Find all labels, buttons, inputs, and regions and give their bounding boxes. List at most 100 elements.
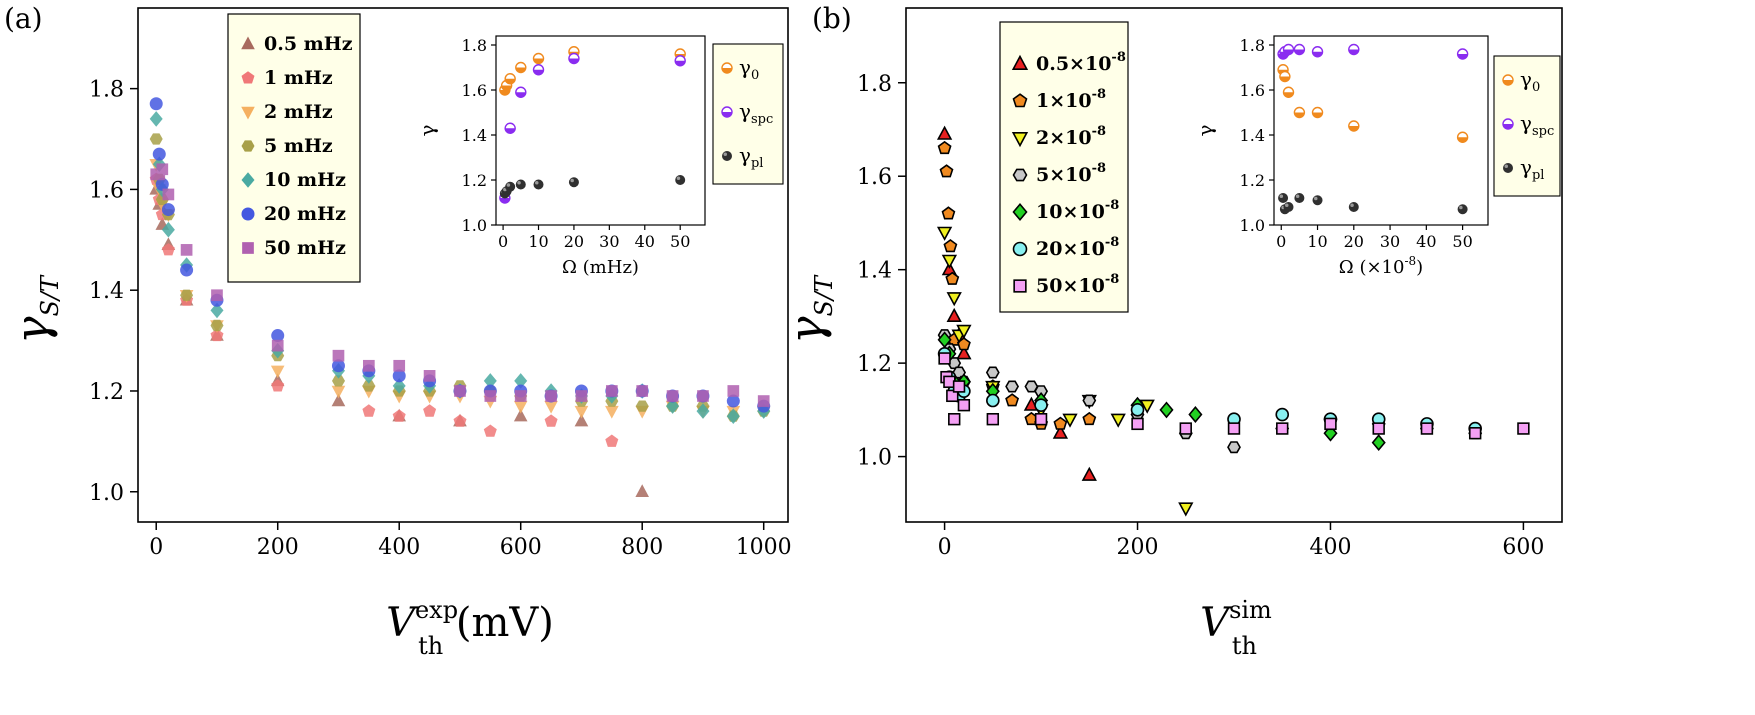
inset-data-point-fill bbox=[568, 58, 579, 64]
inset-data-point bbox=[674, 55, 686, 67]
inset-data-point bbox=[1293, 43, 1306, 56]
inset-data-point-fill bbox=[1312, 112, 1323, 118]
inset-data-point-shine bbox=[676, 176, 681, 180]
inset-y-tick-label: 1.6 bbox=[462, 81, 487, 100]
inset-data-point bbox=[675, 175, 686, 185]
inset-data-point-fill bbox=[1279, 76, 1290, 82]
inset-data-point bbox=[1293, 106, 1306, 119]
inset-data-point-fill bbox=[1294, 49, 1305, 55]
inset-data-point bbox=[1283, 202, 1294, 212]
inset-x-tick-label: 40 bbox=[1416, 232, 1436, 251]
inset-data-point-fill bbox=[505, 128, 516, 134]
inset-data-point-body bbox=[1278, 193, 1289, 203]
inset-y-tick-label: 1.2 bbox=[1240, 171, 1265, 190]
series-7 bbox=[938, 352, 1530, 440]
inset-data-point-fill bbox=[1348, 49, 1359, 55]
inset-data-point-fill bbox=[1348, 126, 1359, 131]
legend-label: 1×10-8 bbox=[1036, 87, 1106, 112]
legend-label: 5 mHz bbox=[264, 135, 333, 157]
data-point bbox=[1052, 424, 1069, 439]
inset-data-point bbox=[504, 122, 516, 134]
data-point bbox=[605, 385, 618, 397]
data-point bbox=[635, 484, 649, 497]
data-point bbox=[544, 400, 558, 414]
inset-series-2 bbox=[1277, 43, 1469, 60]
data-point bbox=[1276, 422, 1289, 435]
data-point bbox=[545, 390, 557, 402]
inset-legend-label: γ0 bbox=[1520, 67, 1540, 95]
data-point bbox=[210, 302, 224, 319]
x-tick-label: 200 bbox=[1117, 535, 1159, 560]
data-point bbox=[1081, 466, 1097, 481]
data-point bbox=[1227, 441, 1241, 454]
x-tick-label: 400 bbox=[378, 535, 420, 560]
inset-data-point-fill bbox=[1312, 51, 1323, 57]
inset-series-3 bbox=[1278, 193, 1468, 215]
data-point bbox=[149, 97, 163, 111]
data-point bbox=[483, 424, 497, 437]
data-point bbox=[726, 394, 740, 408]
y-tick-label: 1.4 bbox=[857, 259, 892, 284]
legend-label: 50 mHz bbox=[264, 237, 346, 259]
inset-data-point-body bbox=[675, 175, 686, 185]
data-point bbox=[483, 373, 497, 389]
inset-data-point-fill bbox=[1294, 112, 1305, 118]
data-point bbox=[210, 328, 224, 342]
inset-legend-marker-fill bbox=[722, 112, 732, 117]
legend-label: 10 mHz bbox=[264, 169, 346, 191]
data-point bbox=[271, 339, 284, 352]
inset-legend-label: γspc bbox=[739, 99, 773, 127]
data-point bbox=[152, 147, 166, 161]
legend-marker bbox=[241, 71, 255, 84]
inset-y-tick-label: 1.6 bbox=[1240, 81, 1265, 100]
inset-data-point bbox=[1457, 204, 1468, 215]
inset-legend-marker-shine bbox=[1504, 164, 1508, 168]
inset-x-tick-label: 50 bbox=[1452, 232, 1472, 251]
x-tick-label: 400 bbox=[1309, 535, 1351, 560]
inset-y-tick-label: 1.8 bbox=[1240, 36, 1265, 55]
data-point bbox=[666, 398, 680, 414]
inset-y-tick-label: 1.4 bbox=[1240, 126, 1265, 145]
inset-y-axis-label: γ bbox=[415, 125, 439, 137]
inset-data-point bbox=[1348, 202, 1359, 212]
panel-label: (b) bbox=[812, 2, 852, 35]
data-point bbox=[514, 390, 527, 402]
series-5 bbox=[937, 331, 1386, 452]
inset-data-point-fill bbox=[1283, 92, 1294, 98]
data-point bbox=[946, 292, 962, 307]
data-point bbox=[1139, 399, 1155, 414]
inset-x-tick-label: 40 bbox=[635, 232, 655, 251]
data-point bbox=[392, 369, 406, 383]
inset-y-tick-label: 1.0 bbox=[1240, 216, 1265, 235]
inset-legend-marker bbox=[721, 106, 733, 118]
data-point bbox=[331, 393, 346, 407]
data-point bbox=[1053, 416, 1068, 430]
data-point bbox=[726, 408, 740, 424]
inset-y-tick-label: 1.0 bbox=[462, 216, 487, 235]
x-tick-label: 1000 bbox=[736, 535, 792, 560]
inset-data-point bbox=[1348, 120, 1360, 132]
legend-marker bbox=[1012, 93, 1028, 108]
data-point bbox=[513, 400, 528, 414]
y-tick-label: 1.0 bbox=[857, 446, 892, 471]
series-7 bbox=[150, 163, 770, 407]
data-point bbox=[332, 375, 345, 387]
inset-x-axis-label: Ω (mHz) bbox=[562, 257, 639, 278]
inset-y-tick-label: 1.2 bbox=[462, 171, 487, 190]
legend-marker bbox=[1013, 279, 1027, 293]
data-point bbox=[161, 243, 175, 256]
data-point bbox=[1034, 412, 1048, 426]
data-point bbox=[575, 390, 588, 402]
data-point bbox=[271, 329, 285, 343]
data-point bbox=[161, 203, 175, 217]
inset-data-point-body bbox=[1457, 204, 1468, 215]
inset-data-point-fill bbox=[675, 60, 686, 66]
inset-x-tick-label: 10 bbox=[528, 232, 548, 251]
inset-data-point-body bbox=[568, 177, 579, 188]
data-point bbox=[270, 365, 285, 379]
legend-label: 10×10-8 bbox=[1036, 198, 1119, 223]
inset-data-point-body bbox=[1312, 195, 1323, 206]
inset-data-point bbox=[1311, 106, 1324, 119]
inset-data-point-fill bbox=[515, 67, 526, 73]
